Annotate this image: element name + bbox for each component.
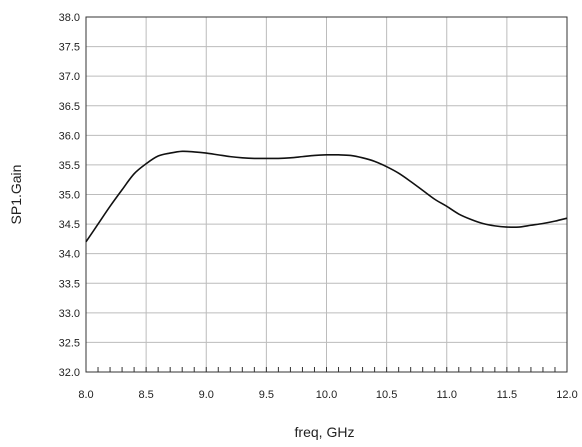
y-tick-label: 38.0 (59, 12, 80, 24)
series-line (85, 150, 568, 243)
y-tick-label: 36.0 (59, 130, 80, 142)
y-tick-label: 36.5 (59, 101, 80, 113)
x-tick-label: 9.0 (199, 389, 214, 401)
y-tick-label: 35.0 (59, 190, 80, 202)
y-tick-label: 35.5 (59, 160, 80, 172)
x-tick-label: 9.5 (259, 389, 274, 401)
y-tick-label: 37.5 (59, 42, 80, 54)
grid (86, 17, 567, 372)
x-tick-label: 8.5 (138, 389, 153, 401)
y-axis-title: SP1.Gain (8, 165, 24, 225)
x-minor-ticks (85, 367, 568, 372)
x-tick-label: 8.0 (78, 389, 93, 401)
y-tick-label: 33.0 (59, 308, 80, 320)
x-tick-label: 10.0 (316, 389, 337, 401)
x-axis-title: freq, GHz (295, 424, 355, 440)
y-tick-label: 33.5 (59, 278, 80, 290)
y-tick-label: 32.5 (59, 337, 80, 349)
y-tick-labels: 32.0 32.5 33.0 33.5 34.0 34.5 35.0 35.5 36.0 36.5… (59, 12, 80, 379)
y-tick-label: 34.5 (59, 219, 80, 231)
x-tick-labels: 8.0 8.5 9.0 9.5 10.0 10.5 11.0 11.5 12.0 (78, 389, 577, 401)
x-tick-label: 11.0 (436, 389, 457, 401)
y-tick-label: 32.0 (59, 367, 80, 379)
y-tick-label: 34.0 (59, 249, 80, 261)
x-tick-label: 12.0 (556, 389, 577, 401)
x-tick-label: 10.5 (376, 389, 397, 401)
y-tick-label: 37.0 (59, 71, 80, 83)
x-tick-label: 11.5 (497, 389, 518, 401)
